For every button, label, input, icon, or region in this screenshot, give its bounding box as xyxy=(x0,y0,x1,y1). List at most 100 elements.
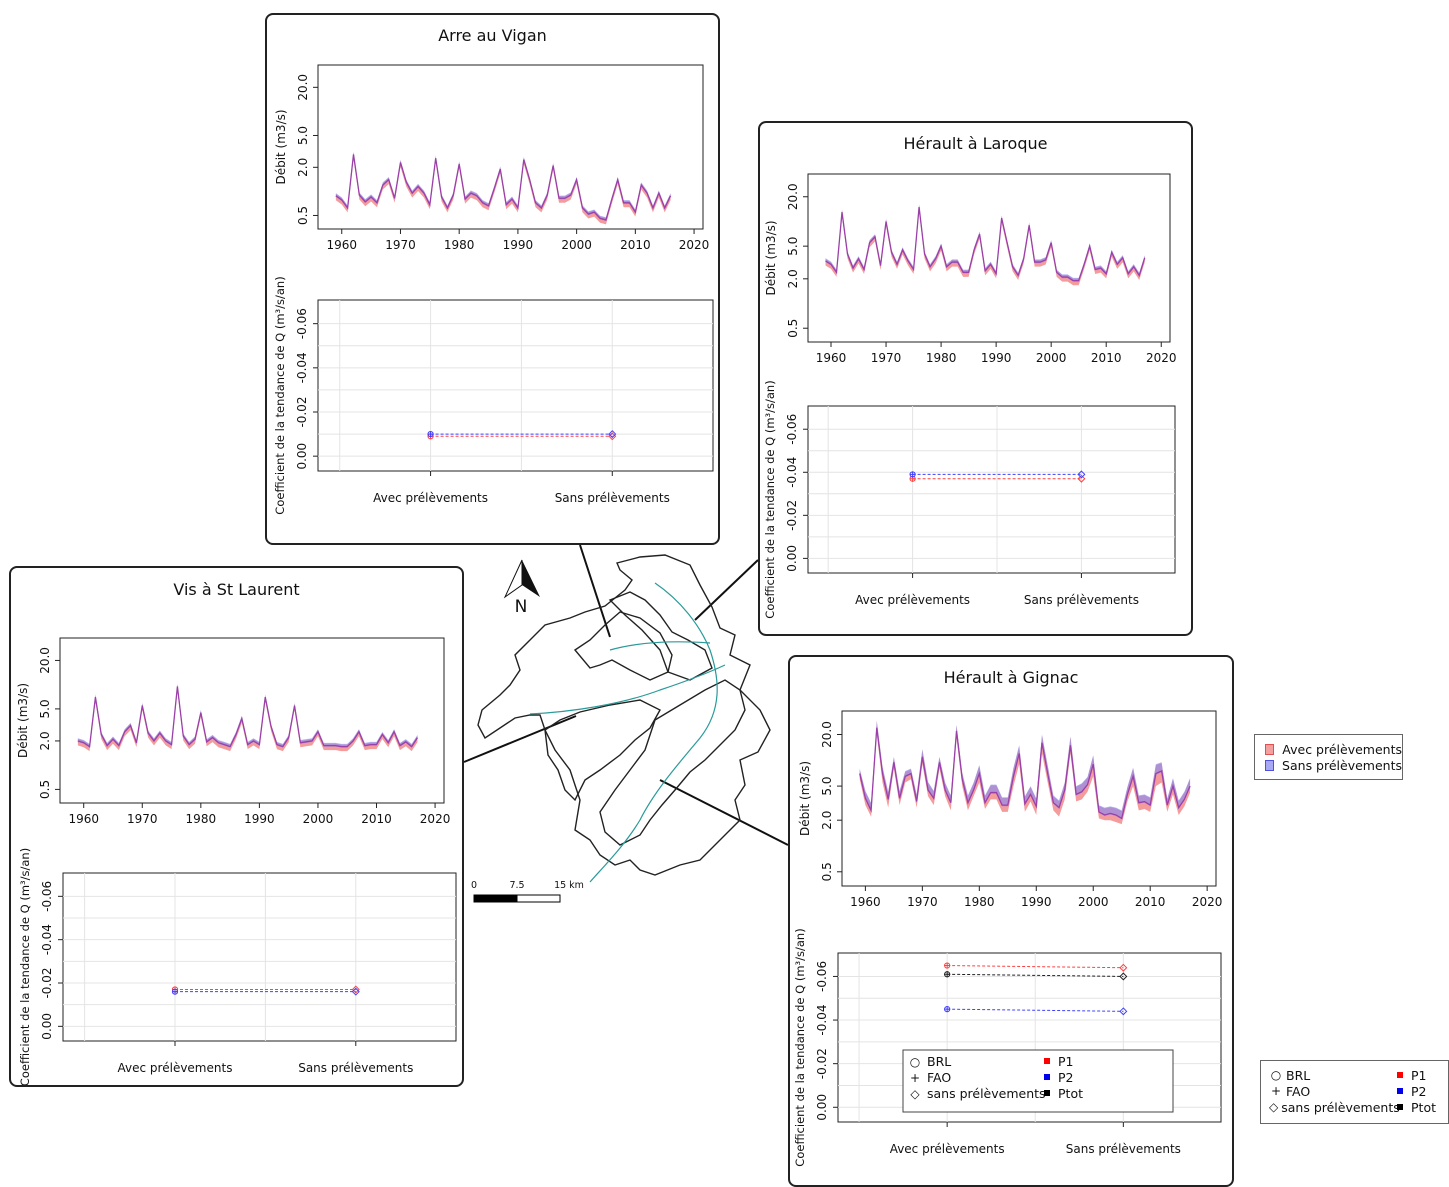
y-tick-label: 20.0 xyxy=(38,647,52,674)
x-category-avec: Avec prélèvements xyxy=(855,593,970,607)
x-category-avec: Avec prélèvements xyxy=(118,1061,233,1075)
north-arrow-left xyxy=(503,559,523,599)
y-tick-label: -0.02 xyxy=(40,967,54,998)
legend-label: FAO xyxy=(927,1070,951,1085)
leader-line xyxy=(694,559,759,621)
panel-laroque: 1960 1970 1980 1990 2000 2010 2020 0.5 2.0 5.0 20.… xyxy=(758,121,1193,636)
y-axis-title: Débit (m3/s) xyxy=(798,761,812,836)
river-line xyxy=(589,582,718,883)
flow-series-line xyxy=(335,154,672,221)
y-axis-title: Débit (m3/s) xyxy=(274,109,288,184)
north-arrow-right xyxy=(522,560,540,597)
y-tick-label: -0.02 xyxy=(785,500,799,531)
legend-swatch xyxy=(1044,1074,1050,1080)
plot-frame xyxy=(317,64,704,230)
scale-label: 15 km xyxy=(554,880,584,891)
leader-line xyxy=(463,715,577,763)
catchment-outlines xyxy=(477,554,771,876)
trend-point-fao xyxy=(427,431,434,438)
band-avec xyxy=(825,204,1145,286)
y-tick-label: 0.5 xyxy=(786,319,800,338)
y-tick-label: -0.06 xyxy=(815,961,829,992)
circle-icon: ○ xyxy=(1270,1068,1282,1082)
scale-bar: 0 7.5 15 km xyxy=(471,880,584,903)
legend-symbol-icon: ◇ xyxy=(910,1087,920,1101)
y-tick-label: 20.0 xyxy=(786,183,800,210)
legend-label: sans prélèvements xyxy=(927,1086,1046,1101)
x-category-avec: Avec prélèvements xyxy=(890,1142,1005,1156)
x-category-sans: Sans prélèvements xyxy=(1066,1142,1181,1156)
river-line xyxy=(609,641,711,651)
plot-frame xyxy=(837,952,1222,1123)
y-axis-title: Coefficient de la tendance de Q (m³/s/an… xyxy=(18,848,32,1085)
y-axis-title: Coefficient de la tendance de Q (m³/s/an… xyxy=(763,380,777,618)
trend-point-fao xyxy=(909,471,916,478)
legend-swatch xyxy=(1044,1090,1050,1096)
north-arrow-icon: N xyxy=(503,559,540,617)
leader-line xyxy=(659,779,789,846)
x-tick-label: 2010 xyxy=(1135,895,1166,909)
x-tick-label: 1990 xyxy=(503,238,534,252)
plot-frame xyxy=(841,710,1217,887)
legend-label-ptot: Ptot xyxy=(1411,1099,1436,1115)
x-category-sans: Sans prélèvements xyxy=(555,491,670,505)
x-tick-label: 2000 xyxy=(1078,895,1109,909)
y-tick-label: 0.00 xyxy=(40,1013,54,1040)
plus-icon: + xyxy=(1270,1084,1282,1098)
trend-point-fao xyxy=(172,988,179,995)
x-tick-label: 1970 xyxy=(871,351,902,365)
legend-label-fao: FAO xyxy=(1286,1083,1311,1099)
y-tick-label: -0.04 xyxy=(40,924,54,955)
catchment-outline xyxy=(573,611,673,681)
legend-label-brl: BRL xyxy=(1286,1067,1311,1083)
legend-frame xyxy=(902,1049,1174,1113)
flow-timeseries: 1960 1970 1980 1990 2000 2010 2020 0.5 2.0 5.0 20.… xyxy=(798,710,1222,909)
flow-timeseries: 1960 1970 1980 1990 2000 2010 2020 0.5 2.0 5.0 20.… xyxy=(764,173,1177,365)
y-tick-label: -0.02 xyxy=(815,1048,829,1079)
ptot-swatch xyxy=(1397,1104,1403,1110)
x-tick-label: 2000 xyxy=(303,812,334,826)
trend-point-sans xyxy=(1119,1007,1128,1016)
y-tick-label: -0.04 xyxy=(815,1005,829,1036)
trend-point-fao xyxy=(944,971,951,978)
p1-swatch xyxy=(1397,1072,1403,1078)
legend-label-sans-prel: sans prélèvements xyxy=(1281,1099,1400,1115)
y-tick-label: 0.00 xyxy=(815,1094,829,1121)
x-tick-label: 1960 xyxy=(816,351,847,365)
x-tick-label: 1980 xyxy=(926,351,957,365)
y-tick-label: 5.0 xyxy=(296,126,310,145)
north-label: N xyxy=(515,597,528,617)
legend-label-sans: Sans prélèvements xyxy=(1282,757,1402,773)
y-tick-label: -0.06 xyxy=(295,308,309,339)
y-tick-label: 0.5 xyxy=(820,862,834,881)
x-tick-label: 1970 xyxy=(127,812,158,826)
flow-series-line xyxy=(859,727,1191,820)
y-tick-label: 5.0 xyxy=(786,237,800,256)
y-tick-label: 2.0 xyxy=(38,731,52,750)
panel-chart-svg: 1960 1970 1980 1990 2000 2010 2020 0.5 2.0 5.0 20.… xyxy=(793,710,1222,1167)
catchment-outline xyxy=(544,699,661,802)
trend-plot: 0.00 -0.02 -0.04 -0.06 Avec prélèvements Sans… xyxy=(793,928,1222,1167)
panel-title: Arre au Vigan xyxy=(438,26,547,45)
legend-item-avec: Avec prélèvements xyxy=(1265,741,1402,757)
y-tick-label: 2.0 xyxy=(296,158,310,177)
x-tick-label: 1960 xyxy=(68,812,99,826)
x-tick-label: 2010 xyxy=(620,238,651,252)
y-tick-label: -0.04 xyxy=(295,352,309,383)
trend-point-sans xyxy=(608,430,617,439)
x-tick-label: 1990 xyxy=(244,812,275,826)
panel-chart-svg: 1960 1970 1980 1990 2000 2010 2020 0.5 2.0 5.0 20.… xyxy=(273,64,714,515)
trend-point-sans xyxy=(1119,972,1128,981)
legend-symbol-icon: + xyxy=(910,1071,920,1085)
panel-title: Hérault à Gignac xyxy=(943,668,1079,687)
leader-line xyxy=(579,544,611,638)
y-tick-label: -0.04 xyxy=(785,457,799,488)
trend-line-red xyxy=(947,965,1124,969)
legend-label: P1 xyxy=(1058,1054,1074,1069)
legend-label: P2 xyxy=(1058,1070,1074,1085)
legend-label: Ptot xyxy=(1058,1086,1083,1101)
x-tick-label: 1980 xyxy=(964,895,995,909)
band-avec xyxy=(77,684,418,752)
panel-gignac: 1960 1970 1980 1990 2000 2010 2020 0.5 2.0 5.0 20.… xyxy=(788,655,1234,1187)
